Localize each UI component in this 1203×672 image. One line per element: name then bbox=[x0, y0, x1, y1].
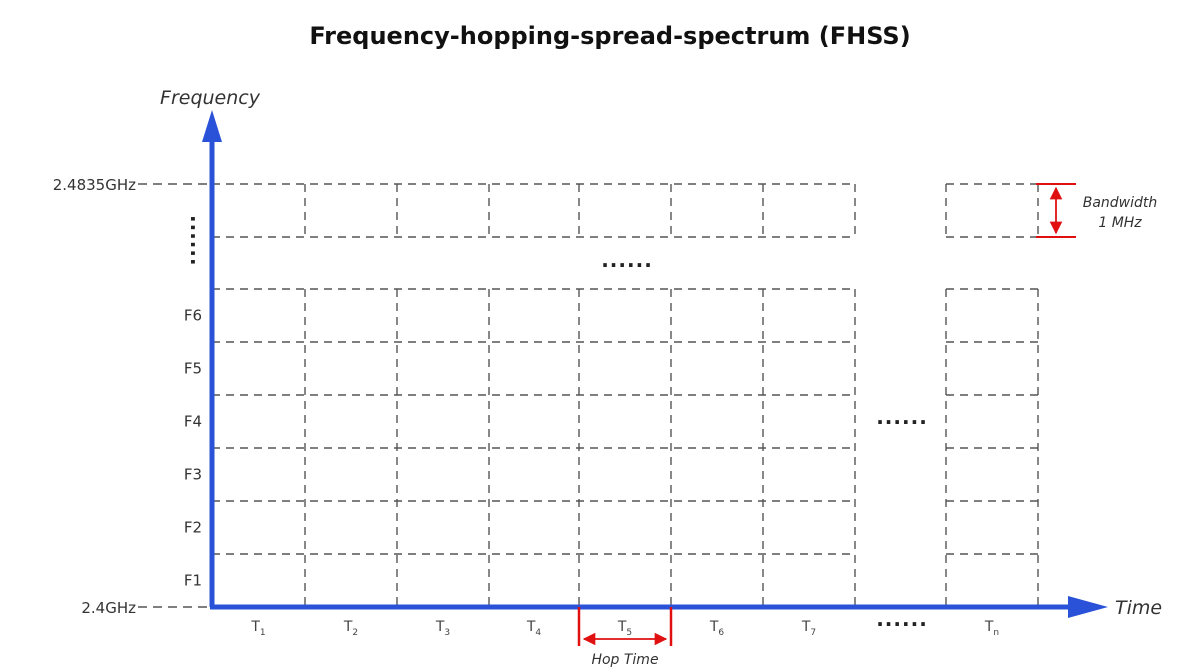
frequency-time-grid bbox=[212, 183, 1039, 607]
channel-labels: F1 F2 F3 F4 F5 F6 bbox=[184, 307, 202, 590]
top-frequency-label: 2.4835GHz bbox=[53, 176, 136, 194]
channel-label: F6 bbox=[184, 307, 202, 325]
time-slot-label: T4 bbox=[526, 619, 542, 638]
frequency-axis-label: Frequency bbox=[160, 87, 261, 109]
hop-time-label: Hop Time bbox=[591, 652, 658, 668]
time-slot-label: T3 bbox=[435, 619, 450, 638]
column-gap-ellipsis: ...... bbox=[876, 405, 928, 429]
time-slot-ellipsis: ...... bbox=[876, 607, 928, 631]
diagram-title: Frequency-hopping-spread-spectrum (FHSS) bbox=[309, 22, 910, 50]
channel-label: F4 bbox=[184, 413, 202, 431]
vertical-ellipsis: ...... bbox=[186, 215, 210, 267]
grid-gap-ellipsis: ...... bbox=[601, 248, 653, 272]
channel-label: F5 bbox=[184, 360, 202, 378]
channel-label: F2 bbox=[184, 519, 202, 537]
time-slot-label: Tn bbox=[984, 619, 999, 638]
frequency-axis-arrowhead bbox=[202, 110, 222, 142]
time-slot-label: T1 bbox=[250, 619, 265, 638]
bandwidth-value: 1 MHz bbox=[1098, 215, 1142, 231]
time-axis-label: Time bbox=[1115, 597, 1162, 619]
bandwidth-label: Bandwidth bbox=[1083, 195, 1158, 211]
time-axis-arrowhead bbox=[1068, 596, 1108, 618]
time-slot-label: T2 bbox=[343, 619, 358, 638]
time-slot-label: T7 bbox=[801, 619, 816, 638]
channel-label: F1 bbox=[184, 572, 202, 590]
bottom-frequency-label: 2.4GHz bbox=[81, 599, 136, 617]
channel-label: F3 bbox=[184, 466, 202, 484]
time-slot-label: T5 bbox=[617, 619, 632, 638]
time-slot-label: T6 bbox=[709, 619, 725, 638]
